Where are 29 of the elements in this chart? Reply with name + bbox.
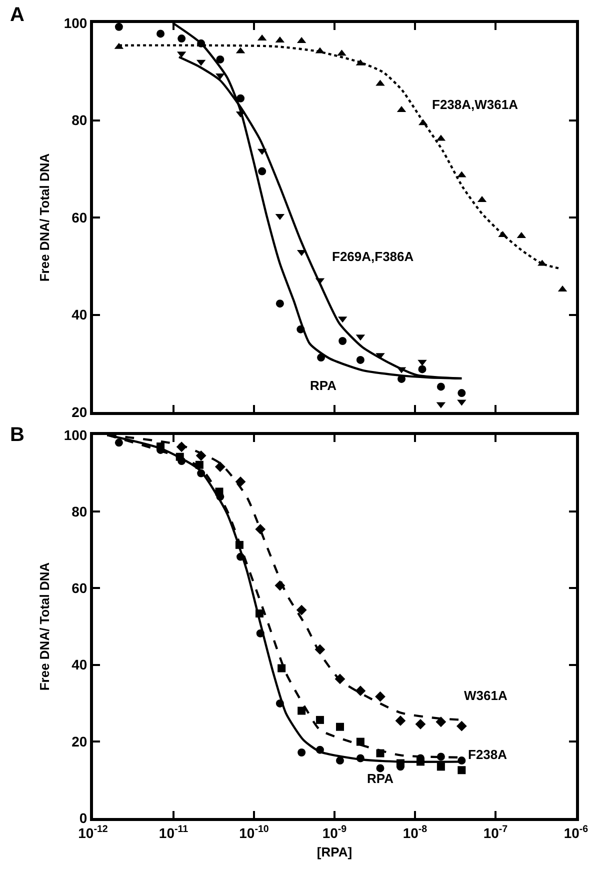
y-axis-title: Free DNA/ Total DNA — [36, 152, 52, 282]
x-tick-label: 10$^{-11}$ — [158, 824, 189, 841]
x-tick-label: 10$^{-10}$ — [239, 824, 270, 841]
y-tick-label: 80 — [72, 112, 88, 128]
y-tick-label: 20 — [72, 404, 88, 420]
x-tick-label: 10$^{-9}$ — [322, 824, 348, 841]
series-label: W361A — [464, 688, 508, 703]
y-tick-label: 40 — [72, 306, 88, 323]
y-tick-label: 100 — [64, 426, 88, 443]
y-tick-label: 100 — [64, 14, 88, 31]
x-tick-label: 10$^{-6}$ — [564, 824, 589, 841]
series-label: F269A,F386A — [332, 249, 414, 264]
y-tick-label: 0 — [79, 810, 88, 826]
y-axis-title: Free DNA/ Total DNA — [36, 562, 52, 691]
x-tick-label: 10$^{-8}$ — [402, 824, 428, 841]
series-label: F238A — [468, 747, 508, 762]
series-label: RPA — [310, 378, 338, 393]
text: B — [10, 424, 24, 446]
x-axis-title: [RPA] — [316, 844, 352, 860]
x-tick-label: 10$^{-12}$ — [78, 824, 108, 841]
x-tick-label: 10$^{-7}$ — [483, 824, 508, 841]
y-tick-label: 60 — [72, 209, 88, 226]
series-label: RPA — [367, 771, 394, 786]
y-tick-label: 80 — [72, 504, 88, 520]
y-tick-label: 20 — [72, 733, 88, 750]
y-tick-label: 60 — [72, 580, 88, 596]
series-label: F238A,W361A — [432, 97, 519, 112]
text: A — [10, 4, 24, 26]
y-tick-label: 40 — [72, 656, 88, 673]
